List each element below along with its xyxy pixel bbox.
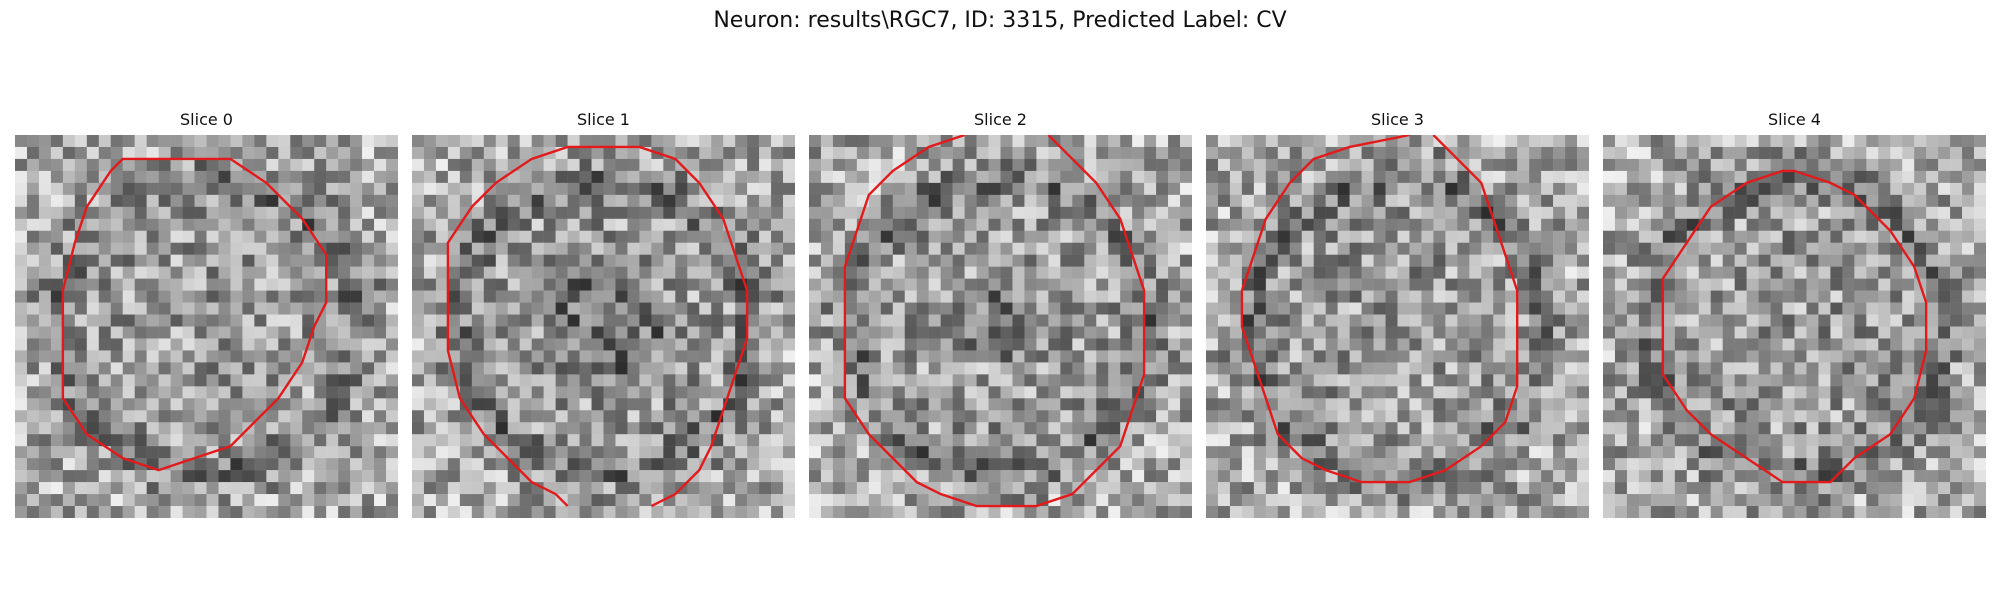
slice-0-svg [15, 135, 398, 518]
slice-0-title: Slice 0 [180, 110, 233, 129]
slice-3-pixels [1206, 135, 1589, 518]
slice-2-title: Slice 2 [974, 110, 1027, 129]
slice-2-pixels [809, 135, 1192, 518]
slice-3-image [1206, 135, 1589, 518]
slice-4-title: Slice 4 [1768, 110, 1821, 129]
slice-3-contour [1240, 135, 1519, 484]
slice-4-svg [1603, 135, 1986, 518]
slice-1-image [412, 135, 795, 518]
slice-1-pixels [412, 135, 795, 518]
slice-1-title: Slice 1 [577, 110, 630, 129]
slice-2-contour [843, 135, 1146, 508]
slice-4-contour [1661, 169, 1928, 484]
slice-0-pixels [15, 135, 398, 518]
slice-2-svg [809, 135, 1192, 518]
slice-3-title: Slice 3 [1371, 110, 1424, 129]
slice-0-contour [61, 157, 328, 472]
slice-3-svg [1206, 135, 1589, 518]
slice-1-svg [412, 135, 795, 518]
slice-4-pixels [1603, 135, 1986, 518]
slice-1-contour [446, 145, 749, 508]
figure-title: Neuron: results\RGC7, ID: 3315, Predicte… [713, 8, 1287, 33]
slice-2-image [809, 135, 1192, 518]
slice-0-image [15, 135, 398, 518]
slice-4-image [1603, 135, 1986, 518]
